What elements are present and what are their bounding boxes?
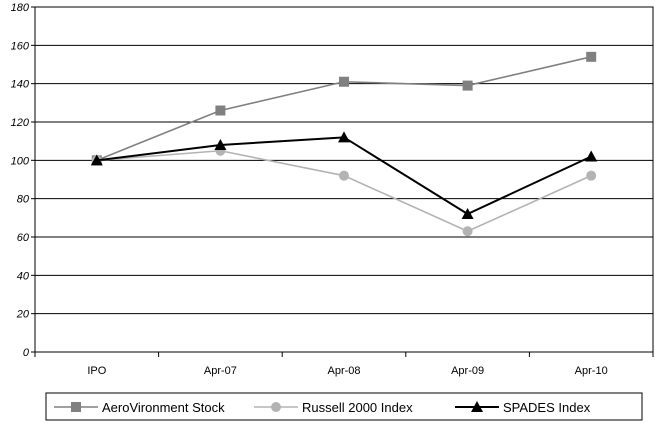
y-tick-label: 100 <box>11 155 30 167</box>
legend-marker <box>71 402 81 412</box>
y-tick-label: 40 <box>17 270 30 282</box>
x-axis: IPO Apr-07 Apr-08 Apr-09 Apr-10 <box>34 352 654 377</box>
y-tick-label: 80 <box>17 194 30 206</box>
legend-label: AeroVironment Stock <box>102 400 225 415</box>
legend-item: SPADES Index <box>455 400 591 415</box>
series-3 <box>90 131 598 219</box>
legend: AeroVironment Stock Russell 2000 Index SPA… <box>45 392 643 421</box>
y-tick-label: 60 <box>17 232 30 244</box>
legend-item: Russell 2000 Index <box>254 400 413 415</box>
x-tick-label: IPO <box>87 365 106 377</box>
x-tick-label: Apr-07 <box>204 365 237 377</box>
data-point <box>339 76 349 87</box>
y-tick-label: 180 <box>11 2 30 14</box>
y-axis: 0 20 40 60 80 100 120 140 160 180 <box>11 2 35 359</box>
data-point <box>586 170 597 181</box>
y-tick-label: 160 <box>11 40 30 52</box>
data-point <box>214 139 227 150</box>
x-tick-label: Apr-10 <box>575 365 608 377</box>
legend-marker <box>471 401 483 412</box>
y-tick-label: 0 <box>23 347 30 359</box>
legend-box <box>45 392 643 421</box>
gridlines <box>35 44 653 315</box>
data-point <box>339 170 349 181</box>
series-layer <box>90 51 598 237</box>
data-point <box>90 154 103 166</box>
y-tick-label: 20 <box>16 309 30 321</box>
legend-label: Russell 2000 Index <box>302 400 413 415</box>
data-point <box>462 226 473 237</box>
x-tick-label: Apr-08 <box>327 365 360 377</box>
legend-label: SPADES Index <box>503 400 591 415</box>
y-tick-label: 120 <box>11 117 30 129</box>
legend-items: AeroVironment Stock Russell 2000 Index SPA… <box>54 400 591 415</box>
data-point <box>585 150 598 162</box>
x-tick-label: Apr-09 <box>451 365 484 377</box>
plot-area: 0 20 40 60 80 100 120 140 160 180 IPO Apr-07 Apr-08… <box>11 2 654 377</box>
data-point <box>461 208 474 219</box>
y-tick-label: 140 <box>11 79 30 91</box>
legend-marker <box>271 402 281 412</box>
legend-item: AeroVironment Stock <box>54 400 225 415</box>
data-point <box>462 80 473 91</box>
data-point <box>586 51 597 62</box>
data-point <box>338 131 350 143</box>
data-point <box>215 105 226 116</box>
